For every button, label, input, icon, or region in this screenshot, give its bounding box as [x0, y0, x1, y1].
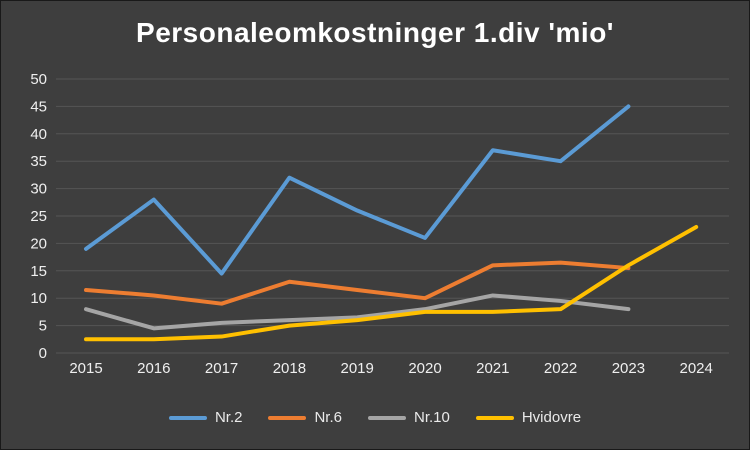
legend-item: Nr.6 [268, 409, 342, 426]
chart-legend: Nr.2 Nr.6 Nr.10 Hvidovre [1, 409, 749, 426]
legend-swatch [367, 415, 406, 420]
legend-swatch [475, 415, 514, 420]
x-axis-tick-label: 2021 [476, 360, 509, 377]
legend-label: Hvidovre [521, 409, 582, 426]
x-axis-tick-label: 2016 [137, 360, 170, 377]
y-axis-tick-label: 10 [30, 290, 47, 307]
x-axis-tick-label: 2017 [205, 360, 238, 377]
x-axis-tick-label: 2022 [544, 360, 577, 377]
line-chart-plot: 0 5 10 15 20 25 30 35 40 45 50 2015 2016 2017 2018 2019… [30, 71, 729, 377]
legend-item: Hvidovre [475, 409, 582, 426]
legend-label: Nr.2 [214, 409, 243, 426]
chart-title: Personaleomkostninger 1.div 'mio' [136, 17, 614, 48]
legend-label: Nr.6 [314, 409, 342, 426]
legend-swatch [168, 415, 207, 420]
y-axis-tick-label: 35 [30, 153, 47, 170]
y-axis-tick-label: 40 [30, 126, 47, 143]
x-axis-tick-label: 2015 [69, 360, 102, 377]
y-axis-tick-label: 20 [30, 235, 47, 252]
x-axis-tick-label: 2019 [341, 360, 374, 377]
y-axis-tick-label: 25 [30, 208, 47, 225]
y-axis-tick-label: 15 [30, 263, 47, 280]
x-axis-tick-label: 2024 [680, 360, 713, 377]
y-axis-tick-label: 5 [39, 318, 47, 335]
legend-item: Nr.2 [168, 409, 243, 426]
x-axis-tick-label: 2023 [612, 360, 645, 377]
legend-label: Nr.10 [413, 409, 450, 426]
x-axis-tick-label: 2018 [273, 360, 306, 377]
y-axis-tick-label: 0 [39, 345, 47, 362]
x-axis-tick-label: 2020 [408, 360, 441, 377]
legend-swatch [268, 415, 307, 420]
series-line-nr10 [84, 293, 631, 331]
y-axis-tick-label: 50 [30, 71, 47, 88]
legend-item: Nr.10 [367, 409, 450, 426]
series-line-nr2 [84, 104, 631, 276]
series-line-hvidovre [84, 224, 699, 342]
y-axis-tick-label: 30 [30, 181, 47, 198]
y-axis-tick-label: 45 [30, 98, 47, 115]
series-line-nr6 [84, 260, 631, 306]
